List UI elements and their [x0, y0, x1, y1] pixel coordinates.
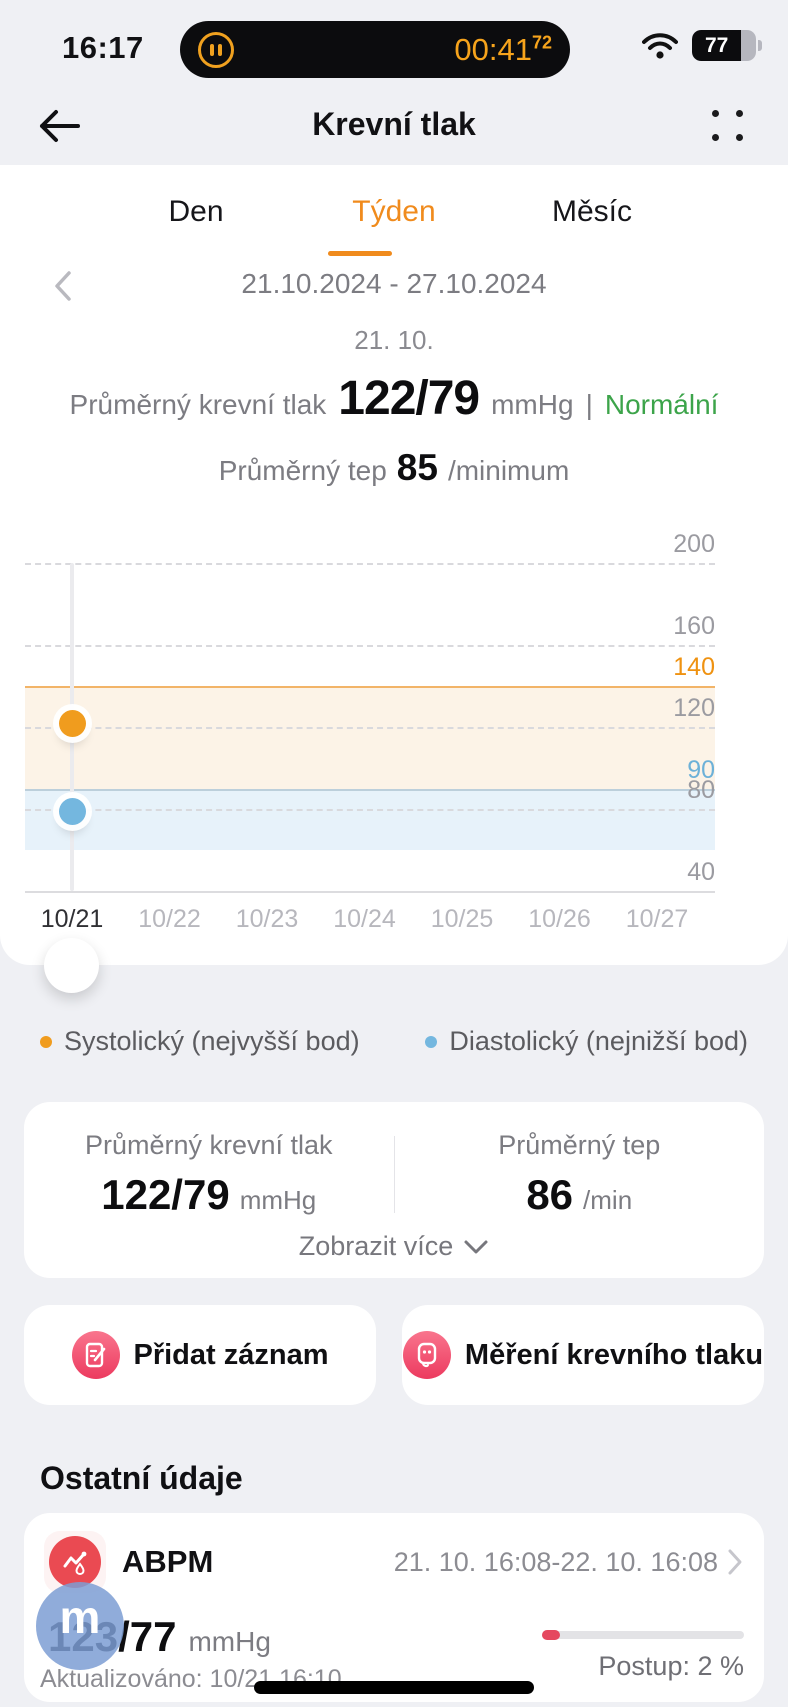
x-axis-label[interactable]: 10/26 [528, 905, 591, 933]
stats-bp-unit: mmHg [239, 1185, 317, 1215]
stats-bp-label: Průměrný krevní tlak [84, 1130, 333, 1160]
chart-legend: Systolický (nejvyšší bod) Diastolický (n… [40, 1026, 748, 1057]
other-data-heading: Ostatní údaje [40, 1460, 243, 1496]
week-slider-handle[interactable] [44, 938, 99, 993]
grid-line [25, 727, 715, 729]
y-axis-label: 40 [687, 858, 715, 886]
avg-bp-unit: mmHg [491, 389, 574, 420]
y-axis-label: 80 [687, 776, 715, 804]
tab-den[interactable]: Den [168, 195, 224, 228]
page-title: Krevní tlak [312, 106, 476, 142]
x-axis-label[interactable]: 10/27 [625, 905, 689, 933]
y-axis-label: 160 [673, 612, 715, 640]
show-more-button[interactable]: Zobrazit více [24, 1231, 764, 1262]
wifi-icon [642, 32, 678, 59]
bp-week-chart: 200 160 140 120 90 80 40 10/21 10/22 10/23 10/24 10… [25, 500, 715, 940]
back-arrow-icon[interactable] [36, 104, 84, 148]
diastolic-point [59, 798, 86, 826]
date-range[interactable]: 21.10.2024 - 27.10.2024 [241, 268, 547, 299]
add-record-label: Přidat záznam [133, 1338, 329, 1371]
grid-line [25, 809, 715, 811]
avg-bp-row: Průměrný krevní tlak 122/79 mmHg | Normá… [0, 371, 788, 426]
assistant-bubble-glyph: m [59, 1591, 101, 1643]
action-buttons: Přidat záznam Měření krevního tlaku [24, 1305, 764, 1405]
measure-bp-button[interactable]: Měření krevního tlaku [402, 1305, 764, 1405]
chevron-down-icon [464, 1240, 488, 1253]
legend-diastolic: Diastolický (nejnižší bod) [425, 1026, 748, 1057]
abpm-name: ABPM [122, 1544, 214, 1579]
menu-dots-icon[interactable] [712, 110, 746, 144]
abpm-progress-fill [542, 1630, 560, 1640]
separator: | [585, 389, 593, 420]
measure-bp-icon [402, 1331, 451, 1379]
avg-bp-label: Průměrný krevní tlak [69, 389, 327, 420]
systolic-dot-icon [40, 1035, 52, 1048]
tab-mesic[interactable]: Měsíc [551, 195, 632, 228]
x-axis-label[interactable]: 10/25 [430, 905, 494, 933]
reference-line [25, 686, 715, 688]
measure-bp-label: Měření krevního tlaku [464, 1338, 764, 1371]
reference-line [25, 788, 715, 791]
stopwatch-pause-icon [198, 31, 234, 68]
header: Krevní tlak [0, 92, 788, 165]
avg-hr-value: 85 [396, 447, 438, 488]
tab-tyden[interactable]: Týden [352, 195, 436, 228]
chart-panel: Den Týden Měsíc 21.10.2024 - 27.10.2024 … [0, 165, 788, 965]
avg-bp-value: 122/79 [338, 372, 480, 425]
avg-hr-unit: /minimum [447, 455, 570, 486]
stats-hr-column: Průměrný tep 86 /min [395, 1130, 765, 1219]
diastolic-dot-icon [425, 1035, 438, 1048]
abpm-progress-label: Postup: 2 % [598, 1651, 744, 1681]
y-axis-label: 140 [673, 653, 715, 681]
reference-band [25, 788, 715, 850]
y-axis-label: 200 [673, 530, 715, 558]
y-axis-label: 90 [687, 755, 715, 784]
systolic-point [59, 709, 86, 737]
divider [393, 1136, 395, 1213]
stats-hr-unit: /min [583, 1185, 633, 1215]
status-clock: 16:17 [62, 30, 144, 65]
add-record-icon [71, 1331, 120, 1379]
x-axis-label[interactable]: 10/24 [333, 905, 396, 933]
dynamic-island-timer[interactable]: 00:4172 [180, 21, 570, 78]
abpm-card[interactable]: ABPM 21. 10. 16:08-22. 10. 16:08 123/77 … [24, 1513, 764, 1702]
abpm-progress-bar [542, 1630, 744, 1640]
legend-systolic: Systolický (nejvyšší bod) [40, 1026, 360, 1057]
stats-hr-label: Průměrný tep [498, 1130, 661, 1160]
grid-line [25, 563, 715, 565]
active-tab-underline [328, 251, 392, 256]
x-axis-line [25, 891, 715, 893]
floating-assistant-bubble[interactable]: m [36, 1582, 124, 1670]
reference-band [25, 686, 715, 789]
period-tabs: Den Týden Měsíc [0, 195, 788, 229]
grid-line [25, 645, 715, 647]
battery-icon: 77 [692, 30, 762, 61]
status-bar: 16:17 00:4172 77 [0, 0, 788, 92]
battery-percent: 77 [692, 30, 742, 61]
stats-bp-value: 122/79 [101, 1171, 230, 1218]
y-axis-label: 120 [673, 694, 715, 722]
avg-hr-label: Průměrný tep [218, 455, 387, 486]
add-record-button[interactable]: Přidat záznam [24, 1305, 376, 1405]
stats-bp-column: Průměrný krevní tlak 122/79 mmHg [24, 1130, 394, 1219]
x-axis-label[interactable]: 10/23 [235, 905, 299, 933]
home-indicator[interactable] [254, 1681, 534, 1694]
prev-week-chevron-icon[interactable] [52, 269, 74, 303]
abpm-unit: mmHg [188, 1626, 271, 1657]
abpm-period: 21. 10. 16:08-22. 10. 16:08 [393, 1546, 718, 1577]
selected-day-label: 21. 10. [354, 325, 434, 355]
stats-hr-value: 86 [526, 1171, 574, 1218]
timer-value: 00:4172 [454, 31, 552, 67]
bp-status-badge: Normální [604, 389, 719, 420]
stats-card: Průměrný krevní tlak 122/79 mmHg Průměrn… [24, 1102, 764, 1278]
x-axis-label[interactable]: 10/22 [138, 905, 201, 933]
x-axis-label[interactable]: 10/21 [40, 905, 104, 933]
chevron-right-icon[interactable] [726, 1547, 744, 1577]
avg-hr-row: Průměrný tep 85 /minimum [0, 447, 788, 489]
